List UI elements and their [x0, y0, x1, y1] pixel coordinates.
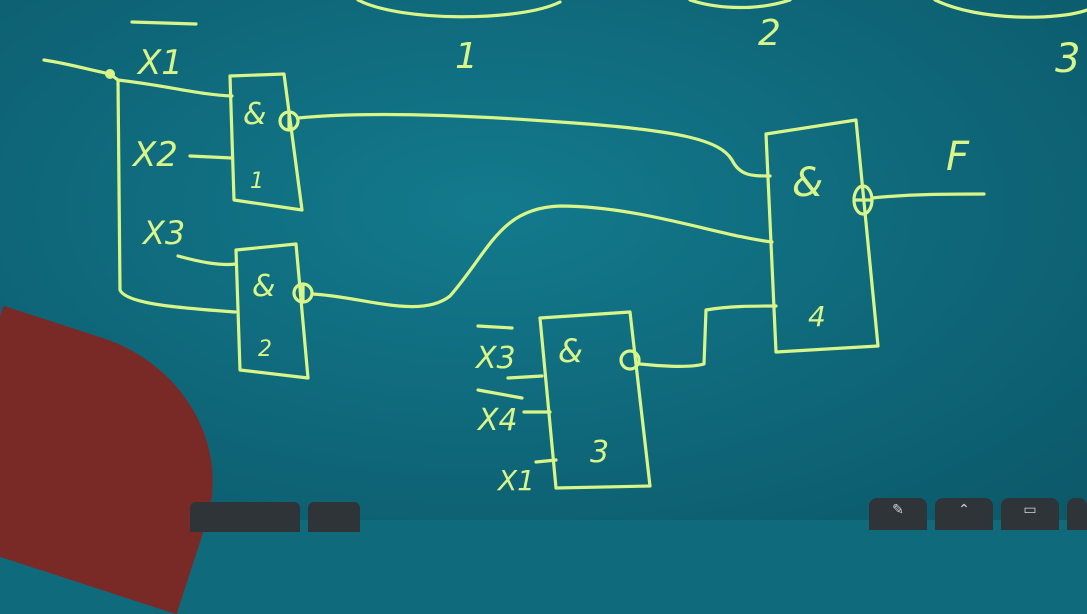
gate-4-symbol: & — [792, 160, 823, 206]
x3-label: X3 — [141, 214, 185, 252]
gate-3-inverter-bubble — [619, 349, 641, 371]
grid-icon[interactable]: ▭ — [1001, 498, 1059, 530]
gate-1-symbol: & — [243, 97, 266, 132]
x3-bar-line — [506, 374, 544, 380]
arc-1 — [356, 0, 562, 19]
x2-line — [188, 154, 234, 160]
gate-3-symbol: & — [558, 332, 583, 370]
x3-line — [176, 254, 238, 267]
toolbar-tab[interactable] — [190, 502, 300, 532]
gate-3-body — [538, 310, 652, 490]
shape-icon[interactable]: ⌃ — [935, 498, 993, 530]
x1-bar-to-gate2 — [116, 78, 237, 314]
arc-2 — [688, 0, 792, 10]
output-label: F — [946, 134, 970, 180]
toolbar-tab-small[interactable] — [308, 502, 360, 532]
x1-bar-overline — [130, 20, 198, 26]
x1-bar-to-gate1 — [108, 72, 234, 98]
left-toolbar — [190, 502, 360, 532]
x4-bar-label: X4 — [476, 403, 518, 438]
x1-bar-line — [42, 58, 112, 76]
top-label-2: 2 — [758, 13, 781, 54]
pen-icon[interactable]: ✎ — [869, 498, 927, 530]
logic-diagram: 1 2 3 X1 X2 X3 & 1 & 2 & 3 X3 X4 X1 & 4 … — [42, 0, 1087, 497]
gate-2-body — [234, 242, 310, 380]
arc-3 — [933, 0, 1087, 19]
gate-2-symbol: & — [252, 269, 275, 304]
gate-1-number: 1 — [250, 169, 264, 194]
gate-4-body — [764, 118, 880, 354]
gate-3-number: 3 — [590, 435, 609, 470]
gate-1-body — [228, 72, 304, 212]
x2-label: X2 — [131, 135, 178, 175]
top-label-3: 3 — [1055, 36, 1080, 82]
wire-gate1-to-gate4 — [296, 112, 772, 178]
x4-bar-overline — [476, 388, 524, 400]
x1-bar-label: X1 — [136, 43, 183, 83]
right-toolbar: ✎ ⌃ ▭ — [869, 498, 1087, 530]
wire-gate2-to-gate4 — [310, 204, 774, 309]
output-line — [870, 192, 986, 200]
wire-gate3-to-gate4 — [638, 304, 778, 368]
x1-label: X1 — [496, 464, 535, 497]
more-tool-button[interactable] — [1067, 498, 1087, 530]
top-label-1: 1 — [455, 36, 478, 77]
x3-bar-overline — [476, 324, 514, 330]
gate-4-number: 4 — [808, 300, 826, 333]
x1-line — [534, 458, 558, 464]
gate-2-number: 2 — [258, 337, 272, 362]
x3-bar-label: X3 — [474, 341, 516, 376]
